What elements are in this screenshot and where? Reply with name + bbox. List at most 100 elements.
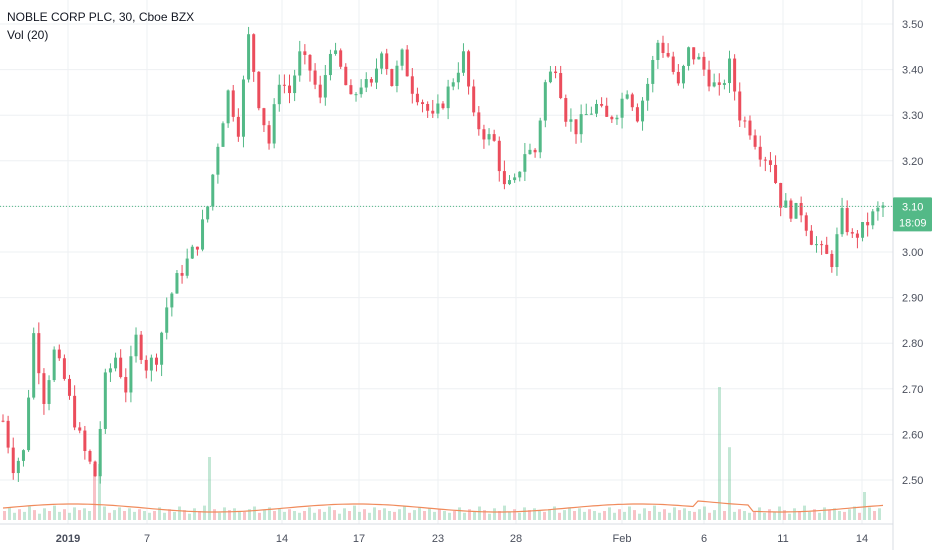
candle-body <box>533 149 537 153</box>
volume-bar <box>58 511 61 520</box>
candle-body <box>364 79 368 88</box>
candle-body <box>768 160 772 165</box>
volume-bar <box>338 513 341 520</box>
candle-body <box>835 234 839 268</box>
volume-bar <box>43 508 46 520</box>
volume-bar <box>478 506 481 520</box>
candle-body <box>359 87 363 95</box>
volume-bar <box>248 509 251 520</box>
volume-bar <box>683 508 686 520</box>
volume-bar <box>438 509 441 520</box>
volume-bar <box>213 509 216 520</box>
candle-body <box>21 450 25 461</box>
volume-bar <box>548 509 551 520</box>
candle-body <box>554 71 558 74</box>
candle-body <box>697 56 701 60</box>
price-tick-label: 3.20 <box>902 156 923 168</box>
candle-body <box>799 203 803 216</box>
volume-bar <box>528 510 531 520</box>
volume-bar <box>273 511 276 520</box>
volume-bar <box>793 508 796 520</box>
candle-body <box>154 357 158 365</box>
time-tick-label: 7 <box>144 533 150 545</box>
volume-bar <box>583 511 586 520</box>
candle-body <box>840 208 844 235</box>
candle-body <box>671 56 675 72</box>
candle-body <box>502 171 506 185</box>
volume-bar <box>23 511 26 520</box>
volume-bar <box>123 511 126 520</box>
candle-body <box>216 146 220 175</box>
candle-body <box>98 428 102 477</box>
candle-body <box>6 420 10 448</box>
time-tick-label: 11 <box>777 533 788 545</box>
volume-bar <box>813 509 816 520</box>
volume-bar <box>198 511 201 520</box>
volume-bar <box>853 506 856 520</box>
volume-bar <box>878 508 881 520</box>
candle-body <box>410 76 414 94</box>
volume-bar <box>143 511 146 520</box>
volume-bar <box>3 511 6 520</box>
volume-bar <box>458 507 461 520</box>
volume-bar <box>83 508 86 520</box>
volume-bar <box>503 505 506 520</box>
candle-body <box>543 82 547 121</box>
volume-bar <box>513 509 516 520</box>
candle-body <box>589 113 593 115</box>
candle-body <box>814 244 818 246</box>
volume-bar <box>803 505 806 520</box>
bar-countdown: 18:09 <box>899 217 927 229</box>
volume-bar <box>183 510 186 520</box>
candle-body <box>37 333 41 374</box>
volume-bar <box>718 387 721 520</box>
volume-bar <box>468 509 471 520</box>
volume-bar <box>768 509 771 520</box>
candle-body <box>236 116 240 137</box>
volume-bar <box>733 511 736 520</box>
candle-body <box>369 79 373 83</box>
volume-bar <box>403 506 406 520</box>
volume-bar <box>33 510 36 520</box>
volume-bar <box>238 511 241 520</box>
volume-bar <box>648 511 651 520</box>
volume-bar <box>308 507 311 520</box>
candle-body <box>646 83 650 101</box>
candle-body <box>518 171 522 178</box>
candle-body <box>328 53 332 76</box>
candle-body <box>804 215 808 231</box>
candle-body <box>809 230 813 245</box>
candle-body <box>374 68 378 83</box>
candle-body <box>226 90 230 124</box>
volume-bar <box>658 511 661 520</box>
candle-body <box>175 273 179 294</box>
candle-body <box>103 372 107 429</box>
candle-body <box>431 110 435 114</box>
volume-bar <box>753 511 756 520</box>
volume-bar <box>618 509 621 520</box>
candle-body <box>656 42 660 61</box>
volume-bar <box>188 513 191 520</box>
volume-bar <box>533 508 536 520</box>
candle-body <box>349 85 353 95</box>
volume-bar <box>263 510 266 520</box>
candle-body <box>461 51 465 73</box>
volume-bar <box>428 508 431 520</box>
candle-body <box>702 56 706 70</box>
candle-body <box>385 53 389 70</box>
candle-body <box>625 94 629 99</box>
volume-bar <box>78 510 81 520</box>
volume-bar <box>423 511 426 520</box>
candle-body <box>707 69 711 87</box>
candle-body <box>73 395 77 428</box>
volume-bar <box>93 464 96 520</box>
volume-bar <box>243 511 246 520</box>
volume-bar <box>38 513 41 520</box>
candle-body <box>513 177 517 181</box>
volume-bar <box>638 513 641 520</box>
volume-bar <box>393 511 396 520</box>
volume-bar <box>278 508 281 520</box>
volume-bar <box>448 512 451 520</box>
candle-body <box>11 447 15 474</box>
